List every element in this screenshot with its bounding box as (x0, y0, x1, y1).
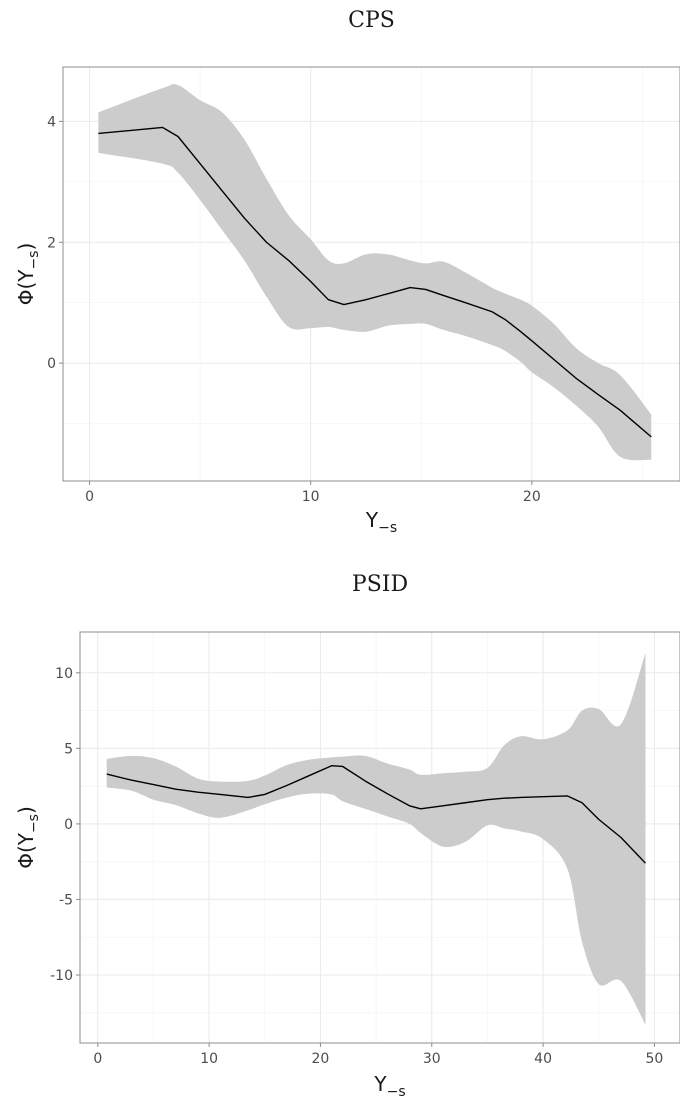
confidence-band (106, 653, 646, 1025)
estimate-line (106, 765, 646, 864)
y-tick-label: 10 (55, 666, 73, 682)
y-tick-label: 2 (47, 235, 56, 251)
x-tick-label: 40 (534, 1051, 552, 1067)
y-axis-title: Φ(Y−s) (14, 806, 42, 869)
x-axis-title: Y−s (365, 508, 397, 536)
y-tick-label: 0 (47, 356, 56, 372)
panel-border (62, 66, 680, 482)
y-tick-label: 5 (64, 741, 73, 757)
estimate-line (98, 126, 652, 438)
x-tick-label: 0 (85, 489, 94, 505)
y-tick-label: -10 (50, 968, 73, 984)
x-tick-label: 20 (523, 489, 541, 505)
chart-title: CPS (348, 8, 395, 33)
x-tick-label: 10 (302, 489, 320, 505)
confidence-band (98, 84, 652, 461)
x-axis-title: Y−s (373, 1072, 405, 1100)
x-tick-label: 20 (312, 1051, 330, 1067)
x-tick-label: 0 (93, 1051, 102, 1067)
x-tick-label: 30 (423, 1051, 441, 1067)
y-tick-label: 0 (64, 817, 73, 833)
y-tick-label: 4 (47, 114, 56, 130)
x-tick-label: 50 (645, 1051, 663, 1067)
chart-panel-psid: PSID 0 10 20 30 40 50 -10 -5 0 5 10 Y−s Φ(Y−s) (14, 572, 680, 1100)
chart-panel-cps: CPS 0 10 20 0 2 4 Y−s Φ(Y−s) (14, 8, 680, 536)
chart-title: PSID (352, 572, 408, 597)
y-axis-title: Φ(Y−s) (14, 243, 42, 306)
y-tick-label: -5 (59, 892, 73, 908)
x-tick-label: 10 (200, 1051, 218, 1067)
panel-border (79, 631, 680, 1044)
